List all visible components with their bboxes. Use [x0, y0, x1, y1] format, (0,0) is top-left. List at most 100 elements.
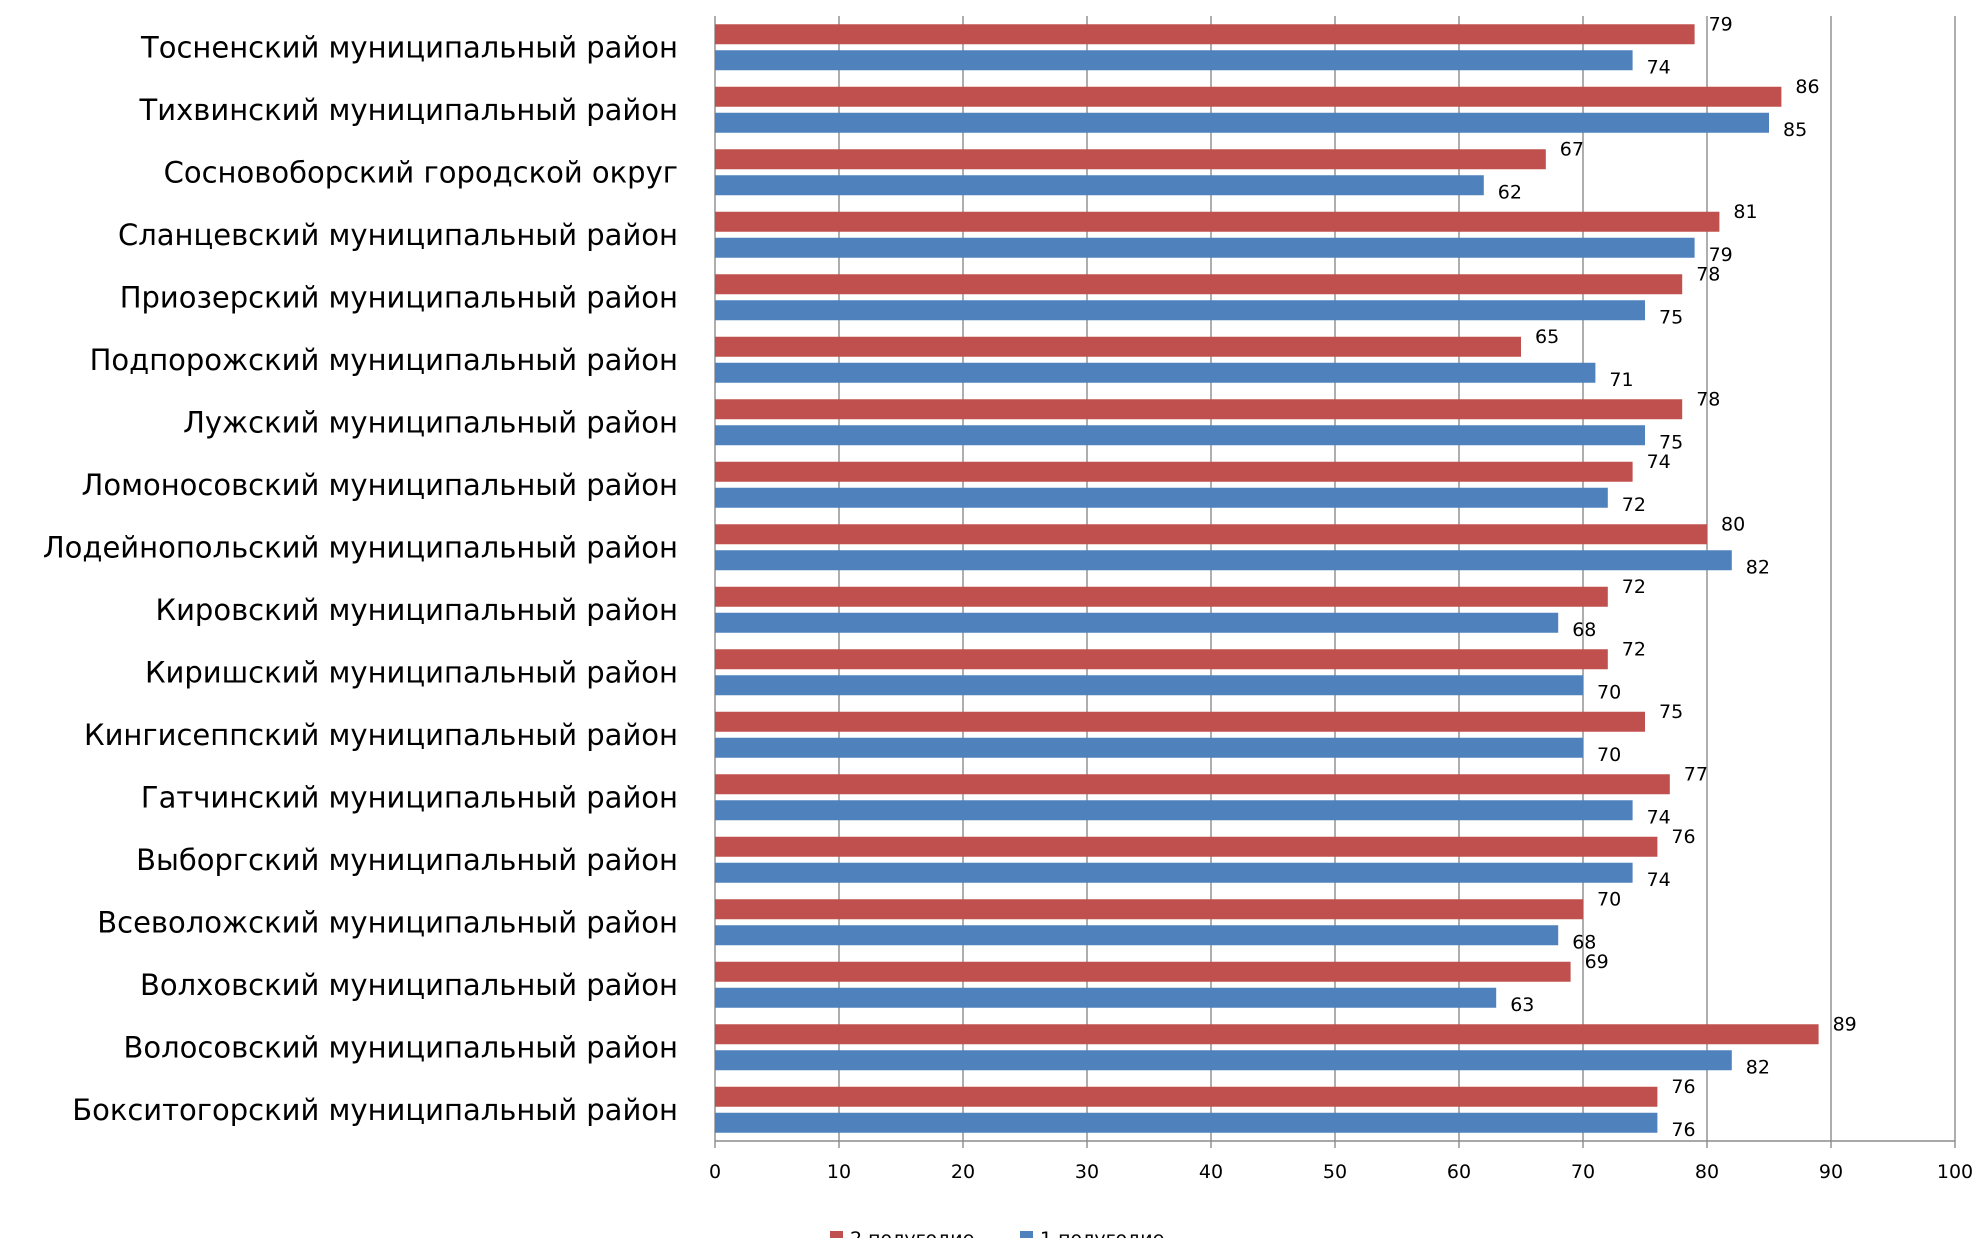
category-label: Ломоносовский муниципальный район — [82, 468, 678, 502]
legend-label: 1 полугодие — [1040, 1228, 1164, 1238]
data-label: 72 — [1622, 576, 1646, 598]
category-label: Тосненский муниципальный район — [140, 30, 678, 64]
category-label: Лужский муниципальный район — [183, 405, 678, 439]
bar-series-1 — [715, 50, 1633, 71]
bar-series-2 — [715, 211, 1720, 232]
bar-series-2 — [715, 774, 1670, 795]
x-tick-label: 100 — [1937, 1161, 1973, 1183]
bar-series-2 — [715, 961, 1571, 982]
x-tick-label: 0 — [709, 1161, 721, 1183]
bar-series-2 — [715, 899, 1583, 920]
data-label: 75 — [1659, 701, 1683, 723]
bar-series-2 — [715, 461, 1633, 482]
data-label: 79 — [1709, 13, 1733, 35]
data-label: 75 — [1659, 431, 1683, 453]
data-label: 82 — [1746, 1056, 1770, 1078]
bar-series-2 — [715, 586, 1608, 607]
bar-series-1 — [715, 175, 1484, 196]
data-label: 81 — [1733, 201, 1757, 223]
data-label: 72 — [1622, 494, 1646, 516]
data-label: 78 — [1696, 263, 1720, 285]
category-label: Волховский муниципальный район — [140, 968, 678, 1002]
bar-series-1 — [715, 550, 1732, 571]
bar-series-2 — [715, 711, 1645, 732]
category-label: Киришский муниципальный район — [145, 655, 678, 689]
category-label: Гатчинский муниципальный район — [141, 780, 678, 814]
bar-series-2 — [715, 336, 1521, 357]
category-label: Лодейнопольский муниципальный район — [43, 530, 678, 564]
data-label: 72 — [1622, 638, 1646, 660]
category-label: Подпорожский муниципальный район — [90, 343, 678, 377]
bar-series-1 — [715, 112, 1769, 133]
category-label: Сланцевский муниципальный район — [118, 218, 678, 252]
bar-series-2 — [715, 149, 1546, 170]
legend-label: 2 полугодие — [850, 1228, 974, 1238]
x-tick-label: 20 — [951, 1161, 975, 1183]
bar-series-2 — [715, 86, 1782, 107]
category-label: Тихвинский муниципальный район — [139, 93, 678, 127]
category-label: Приозерский муниципальный район — [120, 280, 678, 314]
data-label: 82 — [1746, 556, 1770, 578]
data-label: 69 — [1585, 951, 1609, 973]
bar-series-1 — [715, 612, 1559, 633]
bar-series-1 — [715, 737, 1583, 758]
bar-series-2 — [715, 274, 1683, 295]
x-tick-label: 40 — [1199, 1161, 1223, 1183]
x-tick-label: 80 — [1695, 1161, 1719, 1183]
data-label: 76 — [1671, 1119, 1695, 1141]
data-label: 74 — [1647, 56, 1671, 78]
bar-series-1 — [715, 300, 1645, 321]
category-label: Всеволожский муниципальный район — [97, 905, 678, 939]
bar-series-1 — [715, 800, 1633, 821]
x-tick-label: 50 — [1323, 1161, 1347, 1183]
bar-series-1 — [715, 925, 1559, 946]
data-label: 68 — [1572, 931, 1596, 953]
legend-swatch — [830, 1231, 843, 1238]
data-label: 79 — [1709, 244, 1733, 266]
bar-series-2 — [715, 649, 1608, 670]
data-label: 74 — [1647, 451, 1671, 473]
data-label: 76 — [1671, 826, 1695, 848]
data-label: 77 — [1684, 763, 1708, 785]
data-label: 67 — [1560, 138, 1584, 160]
data-label: 70 — [1597, 681, 1621, 703]
bar-series-1 — [715, 987, 1497, 1008]
x-tick-label: 30 — [1075, 1161, 1099, 1183]
data-label: 86 — [1795, 76, 1819, 98]
data-label: 74 — [1647, 806, 1671, 828]
category-label: Сосновоборский городской округ — [164, 155, 678, 189]
category-label: Бокситогорский муниципальный район — [72, 1093, 678, 1127]
bar-series-1 — [715, 1112, 1658, 1133]
bar-series-1 — [715, 675, 1583, 696]
x-tick-label: 60 — [1447, 1161, 1471, 1183]
data-label: 65 — [1535, 326, 1559, 348]
bar-series-2 — [715, 399, 1683, 420]
x-tick-label: 70 — [1571, 1161, 1595, 1183]
bar-series-2 — [715, 1024, 1819, 1045]
data-label: 62 — [1498, 181, 1522, 203]
data-label: 78 — [1696, 388, 1720, 410]
data-label: 89 — [1833, 1013, 1857, 1035]
legend-swatch — [1020, 1231, 1033, 1238]
category-label: Волосовский муниципальный район — [123, 1030, 678, 1064]
bar-series-2 — [715, 836, 1658, 857]
data-label: 71 — [1609, 369, 1633, 391]
data-label: 70 — [1597, 888, 1621, 910]
data-label: 80 — [1721, 513, 1745, 535]
bar-series-1 — [715, 487, 1608, 508]
category-label: Выборгский муниципальный район — [136, 843, 678, 877]
bar-series-2 — [715, 524, 1707, 545]
data-label: 68 — [1572, 619, 1596, 641]
data-label: 75 — [1659, 306, 1683, 328]
bar-series-1 — [715, 362, 1596, 383]
x-tick-label: 90 — [1819, 1161, 1843, 1183]
data-label: 63 — [1510, 994, 1534, 1016]
bar-series-1 — [715, 237, 1695, 258]
bar-series-2 — [715, 24, 1695, 45]
bar-series-1 — [715, 425, 1645, 446]
data-label: 76 — [1671, 1076, 1695, 1098]
bar-series-1 — [715, 1050, 1732, 1071]
x-tick-label: 10 — [827, 1161, 851, 1183]
